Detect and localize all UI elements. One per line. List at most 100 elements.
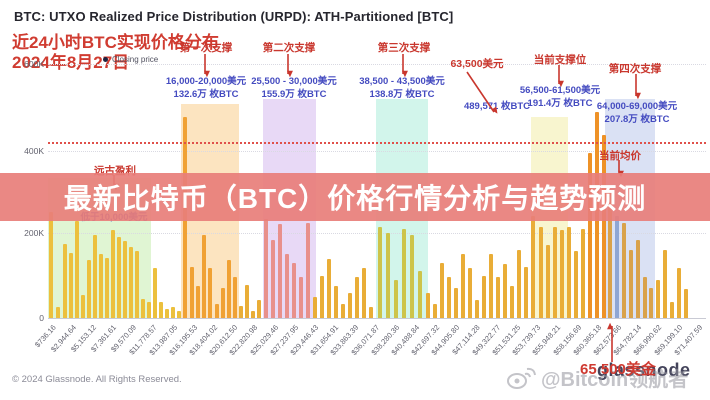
bar (475, 300, 479, 318)
y-axis-tick-label: 200K (24, 228, 44, 238)
avg-price-dotted-line (48, 142, 706, 144)
gridline (48, 233, 706, 234)
bar (285, 254, 289, 318)
bar (327, 259, 331, 318)
bar (221, 288, 225, 318)
annotation-current-avg-price: 当前均价 (599, 150, 641, 162)
x-axis-line (48, 318, 706, 319)
glassnode-logo: glassnode (597, 360, 691, 380)
bar (264, 219, 268, 318)
bar (447, 277, 451, 318)
bar (553, 227, 557, 318)
bar (135, 251, 139, 318)
legend: Closing price (103, 55, 158, 64)
bar (69, 253, 73, 318)
bar (656, 280, 660, 318)
bar (489, 254, 493, 318)
bar (581, 229, 585, 318)
cn-subtitle-date: 2024年8月27日 (12, 53, 130, 72)
bar (394, 280, 398, 318)
bar (433, 304, 437, 318)
copyright-text: © 2024 Glassnode. All Rights Reserved. (12, 374, 182, 385)
range-supply-label: 16,000-20,000美元 132.6万 枚BTC (165, 76, 247, 100)
bar (299, 277, 303, 318)
bar (560, 230, 564, 318)
range-supply-label: 489,571 枚BTC (463, 101, 531, 112)
weibo-watermark: @Bitcoin领航者 (505, 363, 688, 392)
bar (440, 263, 444, 318)
bar (313, 297, 317, 318)
bar (117, 237, 121, 318)
bar (663, 250, 667, 318)
bar (454, 288, 458, 318)
cn-subtitle-line1: 近24小时BTC实现价格分布 (12, 33, 219, 52)
bar (378, 227, 382, 318)
bar (386, 233, 390, 318)
bar (341, 304, 345, 318)
bar (278, 224, 282, 318)
bar (81, 295, 85, 318)
bar (196, 286, 200, 318)
headline-overlay-band: 最新比特币（BTC）价格行情分析与趋势预测 (0, 173, 710, 221)
bar (257, 300, 261, 318)
bar (165, 309, 169, 318)
bar (649, 288, 653, 318)
bar (153, 268, 157, 318)
bar (510, 286, 514, 318)
headline-text: 最新比特币（BTC）价格行情分析与趋势预测 (63, 183, 647, 214)
bar (355, 277, 359, 318)
bar (567, 227, 571, 318)
annotation-fourth-support: 第四次支撑 (608, 63, 662, 75)
bar (334, 286, 338, 318)
y-axis-tick-label: 600K (24, 59, 44, 69)
range-supply-label: 25,500 - 30,000美元 155.9万 枚BTC (251, 76, 337, 100)
bar (670, 302, 674, 318)
y-axis-tick-label: 400K (24, 146, 44, 156)
legend-closing-price-label: Closing price (112, 55, 159, 64)
bar (320, 276, 324, 318)
bar (629, 250, 633, 318)
bar (75, 221, 79, 318)
bar (202, 235, 206, 318)
bar (539, 227, 543, 318)
bar (524, 267, 528, 318)
bar (292, 263, 296, 318)
bar (517, 250, 521, 318)
bar (461, 254, 465, 318)
bar (531, 216, 535, 318)
bar (643, 277, 647, 318)
bar (271, 240, 275, 318)
annotation-current-support: 当前支撑位 (533, 54, 587, 66)
bar (496, 277, 500, 318)
bar (574, 251, 578, 318)
bar (622, 223, 626, 318)
annotation-third-support: 第三次支撑 (377, 42, 431, 54)
bar (362, 268, 366, 318)
bar (546, 245, 550, 318)
bar (602, 135, 606, 318)
bar (49, 212, 53, 318)
gridline (48, 64, 706, 65)
annotation-first-support: 第一次支撑 (179, 42, 233, 54)
bar (251, 311, 255, 318)
bar (468, 268, 472, 318)
y-axis-tick-label: 0 (39, 313, 44, 323)
bar (111, 230, 115, 318)
bar (306, 223, 310, 318)
bar (99, 254, 103, 318)
bar (141, 299, 145, 318)
bar (56, 307, 60, 318)
price-callout-65500: 65 500美金 (580, 361, 656, 378)
bar (159, 302, 163, 318)
bar (684, 289, 688, 318)
closing-price-dot-icon (103, 57, 108, 62)
bar (348, 293, 352, 318)
weibo-icon (507, 367, 536, 389)
bar (129, 247, 133, 318)
bar (410, 235, 414, 318)
bar (105, 258, 109, 318)
bar (369, 307, 373, 318)
bar (123, 241, 127, 318)
